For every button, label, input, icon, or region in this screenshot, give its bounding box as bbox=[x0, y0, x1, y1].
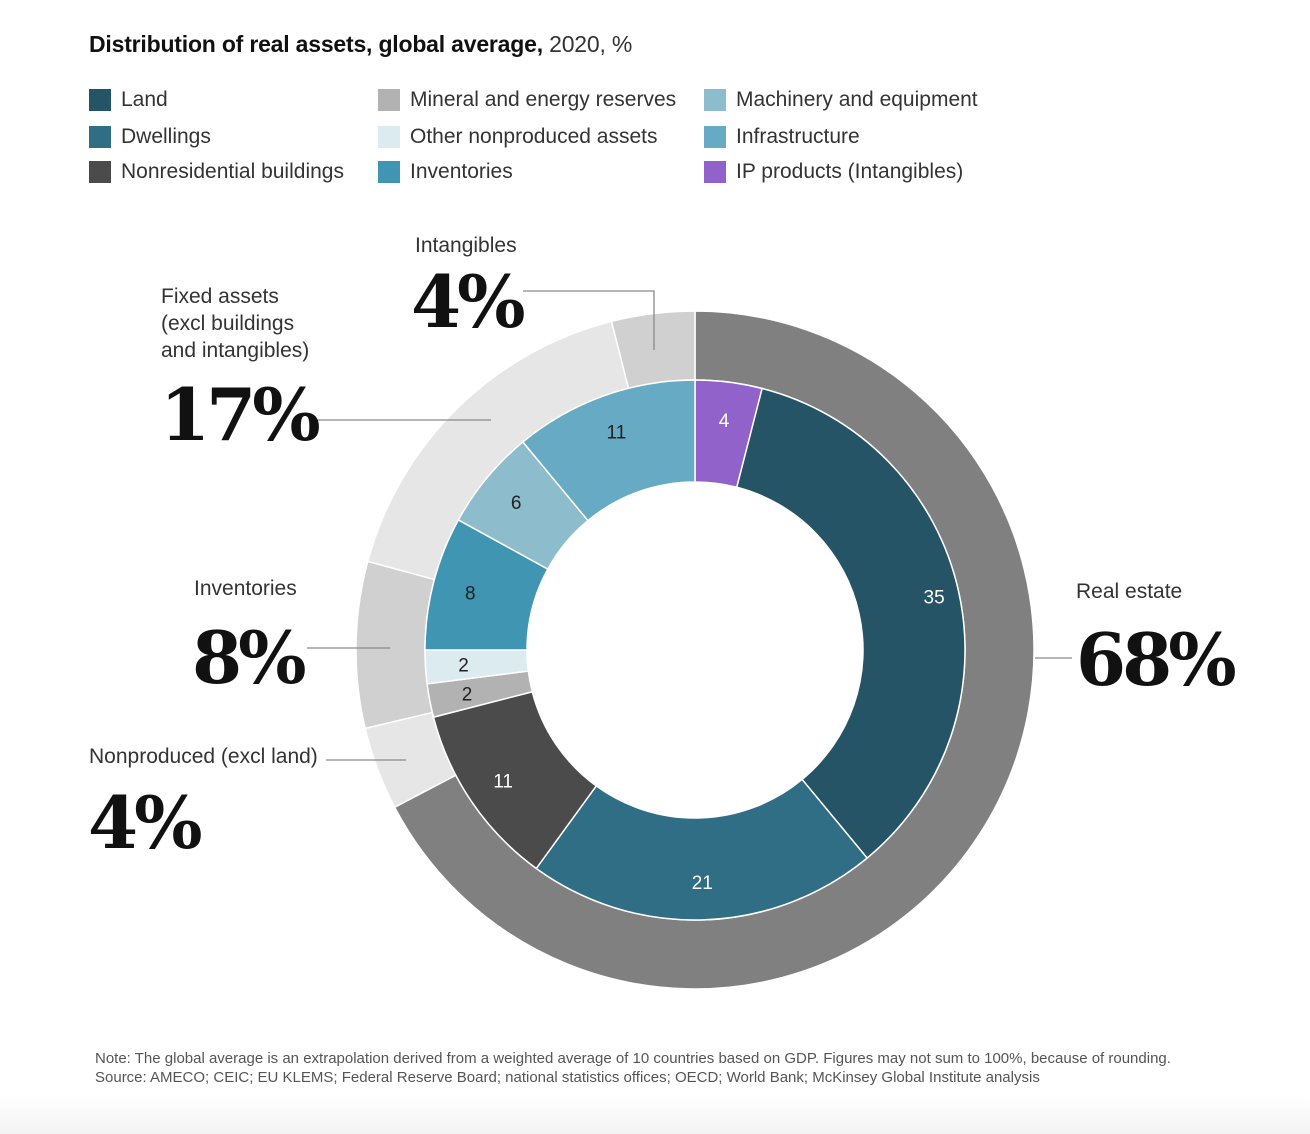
legend-swatch bbox=[89, 161, 111, 183]
chart-footnote: Note: The global average is an extrapola… bbox=[95, 1049, 1235, 1087]
legend-swatch bbox=[378, 126, 400, 148]
nested-donut-chart: 4 35 21 11 2 2 8 6 11 Real estate 68% Nonproduced (… bbox=[88, 234, 1239, 990]
inner-slice-land bbox=[735, 387, 966, 860]
inner-slice-infrastructure bbox=[521, 379, 696, 522]
inner-slice-dwellings bbox=[535, 778, 869, 921]
chart-title: Distribution of real assets, global aver… bbox=[89, 31, 632, 58]
outer-percent-label: 8% bbox=[192, 615, 305, 700]
legend-label: Inventories bbox=[410, 160, 513, 183]
outer-category-label: Intangibles bbox=[415, 234, 517, 257]
inner-value-label: 8 bbox=[465, 583, 476, 604]
legend-label: Mineral and energy reserves bbox=[410, 88, 677, 111]
inner-value-label: 2 bbox=[458, 656, 469, 677]
inner-value-label: 4 bbox=[719, 411, 730, 432]
legend-item-machinery-and-equipment: Machinery and equipment bbox=[704, 88, 978, 112]
legend-swatch bbox=[704, 126, 726, 148]
legend-swatch bbox=[704, 89, 726, 111]
legend-label: Infrastructure bbox=[736, 125, 860, 148]
legend-item-inventories: Inventories bbox=[378, 160, 513, 184]
legend-label: IP products (Intangibles) bbox=[736, 160, 964, 183]
inner-value-label: 2 bbox=[462, 685, 473, 706]
chart-title-main: Distribution of real assets, global aver… bbox=[89, 31, 543, 57]
outer-category-label: Inventories bbox=[194, 577, 297, 600]
inner-value-label: 35 bbox=[924, 588, 945, 609]
outer-category-label: Fixed assets (excl buildings and intangibl… bbox=[161, 285, 309, 362]
legend-swatch bbox=[89, 126, 111, 148]
legend-item-other-nonproduced-assets: Other nonproduced assets bbox=[378, 125, 658, 149]
inner-value-label: 21 bbox=[692, 873, 713, 894]
legend-item-dwellings: Dwellings bbox=[89, 125, 211, 149]
legend-label: Nonresidential buildings bbox=[121, 160, 344, 183]
outer-percent-label: 4% bbox=[411, 259, 524, 344]
outer-category-label: Real estate bbox=[1076, 580, 1182, 603]
inner-value-label: 6 bbox=[511, 493, 522, 514]
legend-swatch bbox=[378, 89, 400, 111]
callout-line-intangibles bbox=[523, 290, 655, 350]
outer-category-label: Nonproduced (excl land) bbox=[89, 745, 318, 768]
source-text: Source: AMECO; CEIC; EU KLEMS; Federal R… bbox=[95, 1069, 1040, 1086]
legend-label: Dwellings bbox=[121, 125, 211, 148]
legend-label: Other nonproduced assets bbox=[410, 125, 658, 148]
legend-label: Machinery and equipment bbox=[736, 88, 978, 111]
note-text: Note: The global average is an extrapola… bbox=[95, 1050, 1171, 1067]
outer-percent-label: 68% bbox=[1076, 617, 1235, 702]
chart-legend: Land Dwellings Nonresidential buildings Min… bbox=[89, 88, 1049, 198]
outer-slice-inventories bbox=[355, 560, 436, 730]
legend-item-mineral-and-energy-reserves: Mineral and energy reserves bbox=[378, 88, 676, 112]
outer-percent-label: 4% bbox=[88, 780, 201, 865]
inner-value-label: 11 bbox=[493, 771, 513, 792]
legend-item-ip-products-intangibles: IP products (Intangibles) bbox=[704, 160, 963, 184]
inner-value-label: 11 bbox=[607, 423, 627, 444]
legend-label: Land bbox=[121, 88, 168, 111]
chart-title-units: 2020, % bbox=[542, 31, 633, 57]
legend-swatch bbox=[378, 161, 400, 183]
legend-item-nonresidential-buildings: Nonresidential buildings bbox=[89, 160, 344, 184]
legend-item-land: Land bbox=[89, 88, 168, 112]
outer-percent-label: 17% bbox=[160, 372, 319, 457]
legend-swatch bbox=[704, 161, 726, 183]
legend-item-infrastructure: Infrastructure bbox=[704, 125, 860, 149]
legend-swatch bbox=[89, 89, 111, 111]
